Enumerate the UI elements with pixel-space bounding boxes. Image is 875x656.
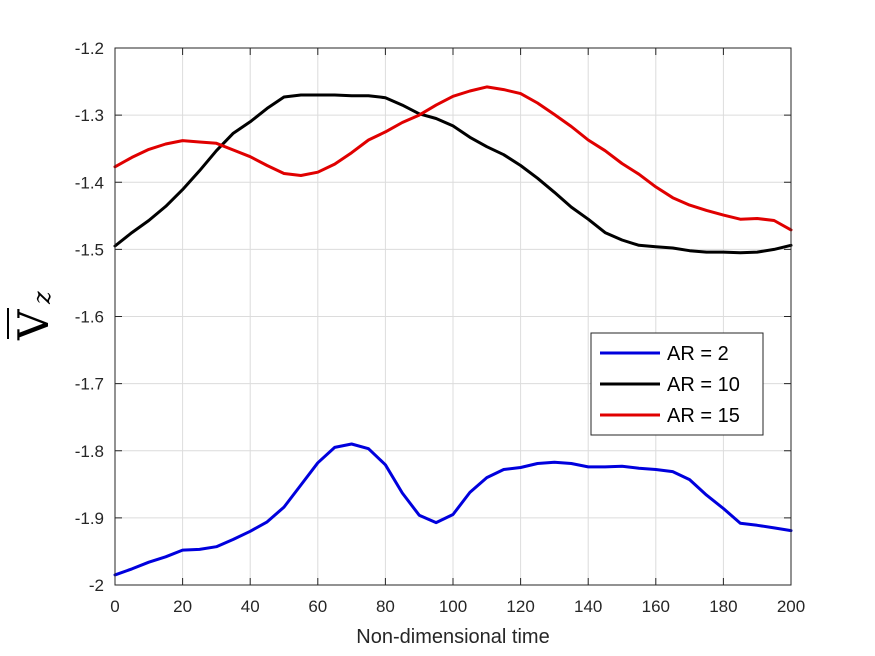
x-axis-label: Non-dimensional time — [356, 626, 549, 648]
legend-label-1: AR = 2 — [667, 343, 729, 365]
series-line-3 — [113, 85, 793, 232]
x-tick-label: 160 — [642, 597, 670, 616]
x-tick-label: 0 — [110, 597, 119, 616]
legend-label-2: AR = 10 — [667, 374, 740, 396]
x-tick-label: 20 — [173, 597, 192, 616]
x-tick-label: 180 — [709, 597, 737, 616]
ticks — [114, 47, 792, 586]
y-tick-label: -1.7 — [75, 375, 104, 394]
y-tick-label: -1.9 — [75, 509, 104, 528]
y-axis-label: V z — [7, 291, 58, 341]
y-axis-label-subscript: z — [28, 291, 56, 305]
series-layer — [113, 85, 793, 577]
y-tick-labels: -2 -1.9 -1.8 -1.7 -1.6 -1.5 -1.4 -1.3 -1.2 — [75, 39, 104, 595]
legend: AR = 2 AR = 10 AR = 15 — [590, 332, 764, 436]
y-tick-label: -1.6 — [75, 308, 104, 327]
y-tick-label: -2 — [89, 576, 104, 595]
y-tick-label: -1.8 — [75, 442, 104, 461]
legend-label-3: AR = 15 — [667, 405, 740, 427]
series-line-2 — [113, 93, 793, 255]
y-tick-label: -1.5 — [75, 240, 104, 259]
x-tick-label: 100 — [439, 597, 467, 616]
x-tick-label: 60 — [308, 597, 327, 616]
y-tick-label: -1.2 — [75, 39, 104, 58]
x-tick-label: 40 — [241, 597, 260, 616]
y-tick-label: -1.3 — [75, 106, 104, 125]
y-tick-label: -1.4 — [75, 173, 104, 192]
x-tick-labels: 0 20 40 60 80 100 120 140 160 180 200 — [110, 597, 805, 616]
series-line-1 — [113, 442, 793, 577]
x-tick-label: 140 — [574, 597, 602, 616]
x-tick-label: 200 — [777, 597, 805, 616]
y-axis-label-main: V — [9, 309, 58, 341]
x-tick-label: 80 — [376, 597, 395, 616]
x-tick-label: 120 — [506, 597, 534, 616]
